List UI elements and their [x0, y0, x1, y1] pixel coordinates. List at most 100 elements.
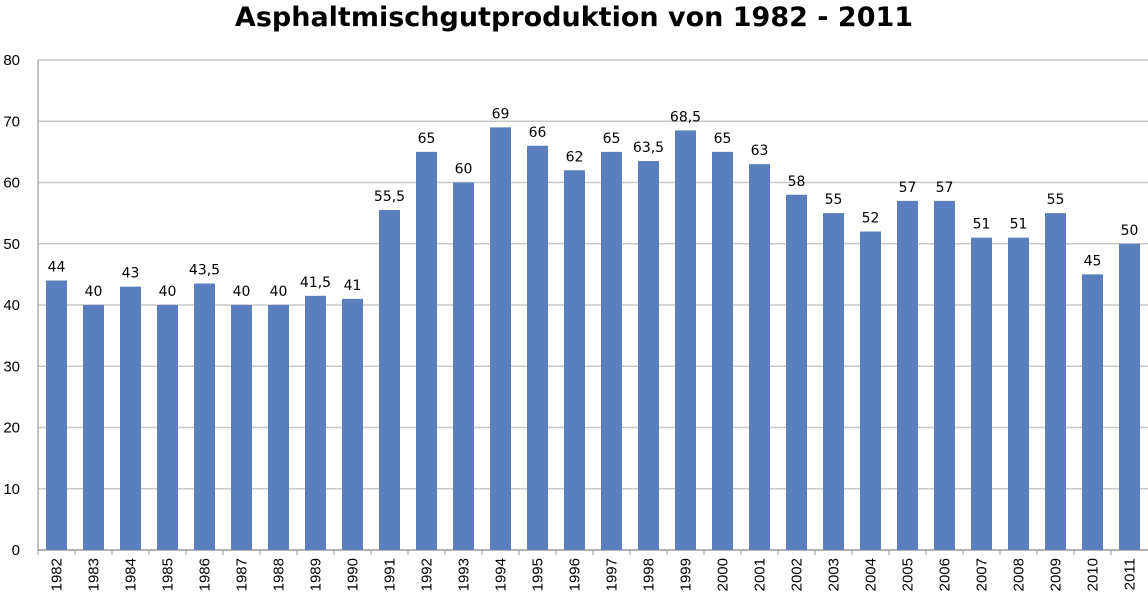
bar: [564, 170, 585, 550]
bar: [527, 145, 548, 550]
data-label: 55,5: [374, 189, 405, 205]
y-tick-label: 40: [3, 297, 20, 314]
chart-title: Asphaltmischgutproduktion von 1982 - 201…: [234, 2, 914, 33]
data-label: 51: [973, 217, 991, 233]
x-tick-label: 1985: [160, 558, 177, 591]
x-tick-label: 1989: [308, 558, 325, 591]
bar: [83, 305, 104, 550]
x-tick-label: 1997: [604, 558, 621, 591]
bar: [1008, 237, 1029, 550]
bar: [1082, 274, 1103, 550]
data-label: 40: [85, 284, 103, 300]
data-label: 40: [159, 284, 177, 300]
data-label: 41: [344, 278, 362, 294]
data-label: 63,5: [633, 140, 664, 156]
x-tick-label: 2002: [789, 558, 806, 591]
x-tick-label: 1982: [49, 558, 66, 591]
y-tick-label: 20: [3, 420, 20, 437]
x-tick-label: 2006: [937, 558, 954, 591]
y-tick-label: 0: [12, 542, 20, 559]
bar: [305, 295, 326, 550]
data-label: 40: [270, 284, 288, 300]
data-label: 69: [492, 106, 510, 122]
y-tick-label: 50: [3, 236, 20, 253]
bar: [194, 283, 215, 550]
bar: [675, 130, 696, 550]
x-tick-label: 1991: [382, 558, 399, 591]
x-tick-label: 1987: [234, 558, 251, 591]
x-tick-label: 2008: [1011, 558, 1028, 591]
bar: [342, 298, 363, 550]
bar: [897, 200, 918, 550]
data-label: 57: [899, 180, 917, 196]
bar: [823, 213, 844, 550]
bar: [971, 237, 992, 550]
data-label: 51: [1010, 217, 1028, 233]
x-tick-label: 1996: [567, 558, 584, 591]
bar: [379, 210, 400, 550]
y-tick-label: 80: [3, 52, 20, 69]
x-tick-label: 2000: [715, 558, 732, 591]
x-tick-label: 1993: [456, 558, 473, 591]
data-label: 62: [566, 149, 584, 165]
bar: [231, 305, 252, 550]
data-label: 63: [751, 143, 769, 159]
data-label: 40: [233, 284, 251, 300]
bar: [416, 151, 437, 550]
x-tick-label: 2004: [863, 558, 880, 591]
data-label: 52: [862, 211, 880, 227]
x-tick-label: 1995: [530, 558, 547, 591]
data-label: 43: [122, 266, 140, 282]
x-tick-label: 1988: [271, 558, 288, 591]
x-tick-label: 2005: [900, 558, 917, 591]
bar: [120, 286, 141, 550]
x-tick-label: 1992: [419, 558, 436, 591]
x-tick-label: 1994: [493, 558, 510, 591]
data-label: 44: [48, 260, 66, 276]
data-label: 65: [418, 131, 436, 147]
bar: [490, 127, 511, 550]
data-label: 41,5: [300, 275, 331, 291]
y-tick-label: 70: [3, 113, 20, 130]
bar: [1119, 243, 1140, 550]
x-tick-label: 1990: [345, 558, 362, 591]
data-label: 57: [936, 180, 954, 196]
x-tick-label: 1998: [641, 558, 658, 591]
x-tick-label: 2001: [752, 558, 769, 591]
x-tick-label: 1986: [197, 558, 214, 591]
x-tick-label: 2007: [974, 558, 991, 591]
data-label: 66: [529, 125, 547, 141]
bar: [712, 151, 733, 550]
bar: [601, 151, 622, 550]
data-label: 50: [1121, 223, 1139, 239]
x-tick-label: 1999: [678, 558, 695, 591]
x-tick-label: 1983: [86, 558, 103, 591]
y-tick-label: 10: [3, 481, 20, 498]
bar: [453, 182, 474, 550]
bar: [638, 161, 659, 550]
data-label: 55: [825, 192, 843, 208]
y-tick-label: 60: [3, 175, 20, 192]
data-label: 65: [603, 131, 621, 147]
bar: [157, 305, 178, 550]
bar: [1045, 213, 1066, 550]
data-label: 45: [1084, 253, 1102, 269]
bar: [46, 280, 67, 550]
data-label: 60: [455, 162, 473, 178]
x-tick-label: 2010: [1085, 558, 1102, 591]
data-label: 65: [714, 131, 732, 147]
bar: [934, 200, 955, 550]
x-tick-label: 2009: [1048, 558, 1065, 591]
data-label: 43,5: [189, 263, 220, 279]
bar: [749, 164, 770, 550]
x-tick-label: 2003: [826, 558, 843, 591]
data-label: 68,5: [670, 109, 701, 125]
x-tick-label: 2011: [1122, 558, 1139, 590]
bar: [786, 194, 807, 550]
data-label: 58: [788, 174, 806, 190]
y-tick-label: 30: [3, 358, 20, 375]
x-tick-label: 1984: [123, 558, 140, 591]
bar: [860, 231, 881, 550]
bar: [268, 305, 289, 550]
